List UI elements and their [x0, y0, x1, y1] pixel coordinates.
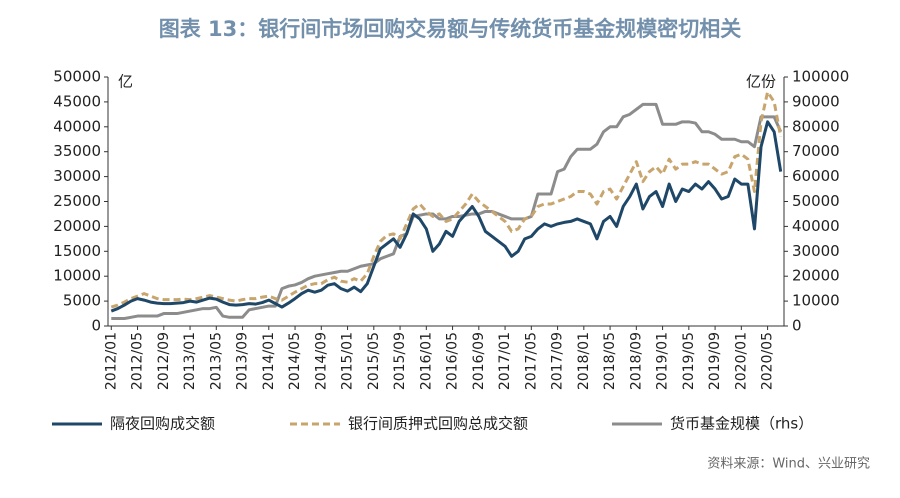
y-tick-label: 20000	[53, 217, 101, 235]
y-tick-label: 35000	[53, 142, 101, 160]
x-tick-label: 2017/09	[550, 332, 566, 390]
y-tick-label: 25000	[53, 192, 101, 210]
y2-tick-label: 0	[792, 317, 802, 335]
y-tick-label: 30000	[53, 167, 101, 185]
y2-tick-label: 10000	[792, 292, 840, 310]
y-tick-label: 10000	[53, 267, 101, 285]
x-tick-label: 2019/09	[707, 332, 723, 390]
y-unit: 亿	[118, 73, 133, 91]
y-tick-label: 0	[91, 317, 101, 335]
legend-label: 货币基金规模（rhs）	[670, 415, 813, 433]
chart-title: 图表 13：银行间市场回购交易额与传统货币基金规模密切相关	[159, 17, 742, 41]
y2-tick-label: 50000	[792, 192, 840, 210]
y-tick-label: 50000	[53, 68, 101, 86]
y-tick-label: 15000	[53, 242, 101, 260]
y2-tick-label: 40000	[792, 217, 840, 235]
x-tick-label: 2015/05	[366, 332, 382, 390]
x-tick-label: 2015/01	[340, 332, 356, 390]
y2-tick-label: 90000	[792, 92, 840, 110]
x-tick-label: 2020/05	[760, 332, 776, 390]
y2-unit: 亿份	[746, 73, 776, 91]
x-tick-label: 2014/01	[261, 332, 277, 390]
x-tick-label: 2012/05	[130, 332, 146, 390]
x-tick-label: 2012/01	[103, 332, 119, 390]
x-tick-label: 2020/01	[733, 332, 749, 390]
legend-label: 隔夜回购成交额	[110, 415, 215, 433]
x-tick-label: 2018/01	[576, 332, 592, 390]
x-tick-label: 2015/09	[392, 332, 408, 390]
y2-tick-label: 30000	[792, 242, 840, 260]
x-tick-label: 2016/01	[418, 332, 434, 390]
x-tick-label: 2017/05	[523, 332, 539, 390]
x-tick-label: 2017/01	[497, 332, 513, 390]
x-tick-label: 2013/01	[182, 332, 198, 390]
x-tick-label: 2018/05	[602, 332, 618, 390]
y-tick-label: 5000	[63, 292, 101, 310]
x-tick-label: 2014/09	[313, 332, 329, 390]
x-tick-label: 2014/05	[287, 332, 303, 390]
series-line	[110, 120, 783, 313]
y2-tick-label: 100000	[792, 68, 849, 86]
y-tick-label: 45000	[53, 92, 101, 110]
series-line	[111, 102, 783, 321]
x-tick-label: 2016/05	[445, 332, 461, 390]
x-tick-label: 2019/01	[655, 332, 671, 390]
x-tick-label: 2019/05	[681, 332, 697, 390]
y2-tick-label: 20000	[792, 267, 840, 285]
y2-tick-label: 70000	[792, 142, 840, 160]
x-tick-label: 2018/09	[628, 332, 644, 390]
y2-tick-label: 80000	[792, 117, 840, 135]
y2-tick-label: 60000	[792, 167, 840, 185]
y-tick-label: 40000	[53, 117, 101, 135]
legend-label: 银行间质押式回购总成交额	[348, 415, 528, 433]
x-tick-label: 2013/05	[208, 332, 224, 390]
series-line	[110, 90, 783, 309]
x-tick-label: 2013/09	[235, 332, 251, 390]
x-tick-label: 2016/09	[471, 332, 487, 390]
source: 资料来源：Wind、兴业研究	[707, 457, 870, 472]
x-tick-label: 2012/09	[156, 332, 172, 390]
